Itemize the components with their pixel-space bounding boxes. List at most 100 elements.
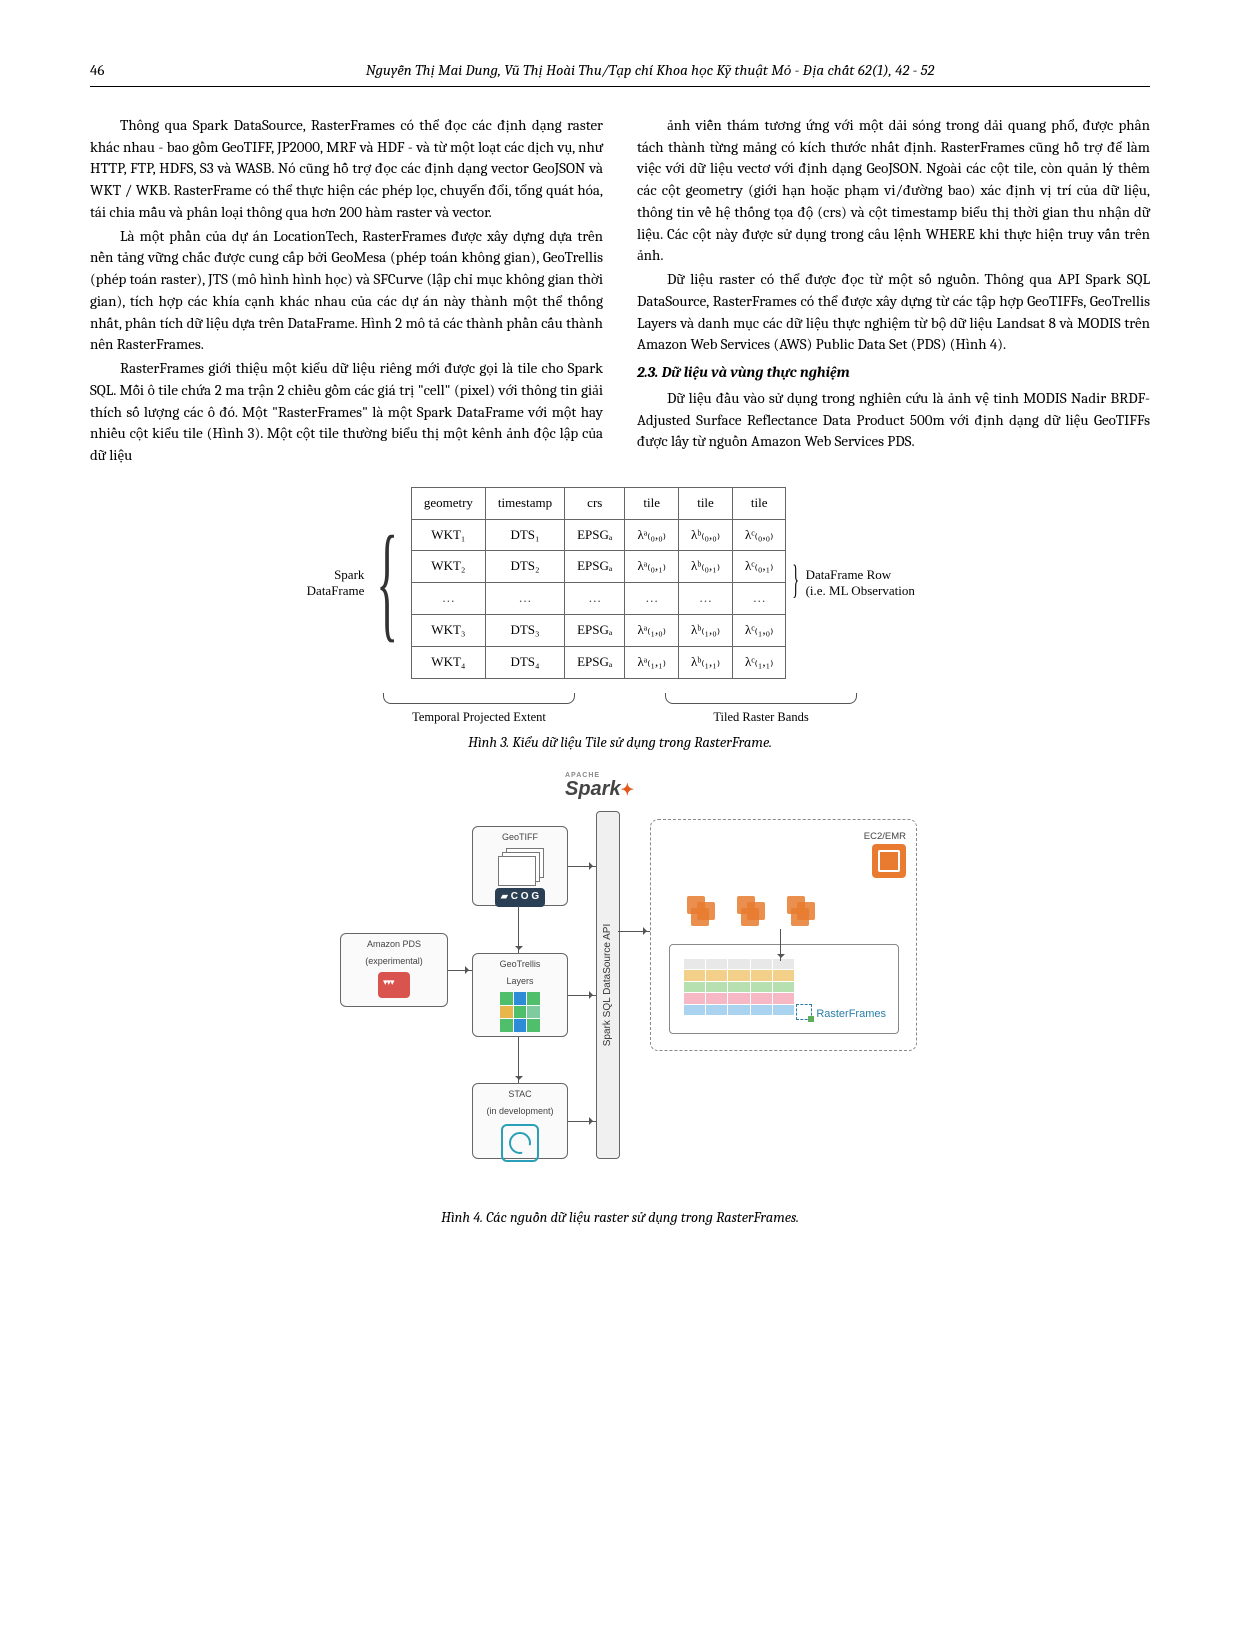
col-header: timestamp [485,487,564,519]
col-header: tile [625,487,679,519]
figure-3: Spark DataFrame { geometry timestamp crs… [90,487,1150,753]
cell: λᶜ₍₁,₁₎ [733,646,786,678]
cell: WKT₄ [411,646,485,678]
label-text: DataFrame Row [806,567,892,582]
table-row: WKT₂ DTS₂ EPSGₐ λᵃ₍₀,₁₎ λᵇ₍₀,₁₎ λᶜ₍₀,₁₎ [411,551,786,583]
label-text: Amazon PDS [345,938,443,951]
col-header: tile [733,487,786,519]
figure-3-caption: Hình 3. Kiểu dữ liệu Tile sử dụng trong … [90,732,1150,753]
label-text: EC2/EMR [864,830,906,844]
paragraph: Thông qua Spark DataSource, RasterFrames… [90,115,603,224]
body-columns: Thông qua Spark DataSource, RasterFrames… [90,115,1150,469]
cell: … [565,583,625,615]
cell: λᵇ₍₀,₁₎ [679,551,733,583]
cell: λᵇ₍₁,₀₎ [679,615,733,647]
cell: λᶜ₍₀,₀₎ [733,519,786,551]
table-row: … … … … … … [411,583,786,615]
bucket-icon [378,972,410,998]
cell: λᵃ₍₀,₀₎ [625,519,679,551]
arrow-icon [618,931,650,932]
cell: λᶜ₍₀,₁₎ [733,551,786,583]
cell: EPSGₐ [565,551,625,583]
fig3-right-label: DataFrame Row (i.e. ML Observation [806,567,956,598]
right-column: ảnh viễn thám tương ứng với một dải sóng… [637,115,1150,469]
cell: EPSGₐ [565,646,625,678]
arrow-icon [518,1037,519,1083]
paragraph: Dữ liệu đầu vào sử dụng trong nghiên cứu… [637,388,1150,453]
tiles-icon [687,896,717,926]
label-text: Tiled Raster Bands [713,708,808,726]
table-row: WKT₃ DTS₃ EPSGₐ λᵃ₍₁,₀₎ λᵇ₍₁,₀₎ λᶜ₍₁,₀₎ [411,615,786,647]
cell: … [411,583,485,615]
paragraph: RasterFrames giới thiệu một kiểu dữ liệu… [90,358,603,467]
cell: EPSGₐ [565,615,625,647]
geotiff-box: GeoTIFF C O G [472,826,568,906]
arrow-icon [568,1121,596,1122]
cell: WKT₂ [411,551,485,583]
ec2-icon [872,844,906,878]
paragraph: Dữ liệu raster có thể được đọc từ một số… [637,269,1150,356]
stac-icon [501,1124,539,1162]
under-brace: Tiled Raster Bands [665,693,857,726]
fig3-table: geometry timestamp crs tile tile tile WK… [411,487,787,679]
star-icon: ✦ [621,782,634,799]
cell: λᵃ₍₀,₁₎ [625,551,679,583]
label-text: GeoTrellis [477,958,563,971]
table-header-row: geometry timestamp crs tile tile tile [411,487,786,519]
table-row: WKT₁ DTS₁ EPSGₐ λᵃ₍₀,₀₎ λᵇ₍₀,₀₎ λᶜ₍₀,₀₎ [411,519,786,551]
label-text: (in development) [477,1105,563,1118]
label-text: Spark SQL DataSource API [601,924,616,1046]
label-text: STAC [477,1088,563,1101]
section-heading: 2.3. Dữ liệu và vùng thực nghiệm [637,362,1150,384]
label-text: DataFrame [307,583,365,598]
col-header: tile [679,487,733,519]
cell: … [679,583,733,615]
label-text: GeoTIFF [477,831,563,844]
label-text: Spark [334,567,364,582]
cell: DTS₄ [485,646,564,678]
cell: DTS₁ [485,519,564,551]
label-text: RasterFrames [816,1008,886,1020]
figure-4-caption: Hình 4. Các nguồn dữ liệu raster sử dụng… [90,1207,1150,1228]
label-text: (experimental) [345,955,443,968]
amazon-pds-box: Amazon PDS (experimental) [340,933,448,1007]
label-text: Temporal Projected Extent [412,708,546,726]
col-header: geometry [411,487,485,519]
grid-icon [500,992,540,1032]
arrow-icon [448,970,472,971]
fig3-under-braces: Temporal Projected Extent Tiled Raster B… [90,693,1150,726]
api-bar: Spark SQL DataSource API [596,811,620,1159]
spark-logo: APACHE Spark✦ [565,771,634,804]
left-column: Thông qua Spark DataSource, RasterFrames… [90,115,603,469]
brace-icon: { [793,565,800,601]
geotrellis-box: GeoTrellis Layers [472,953,568,1037]
col-header: crs [565,487,625,519]
paragraph: ảnh viễn thám tương ứng với một dải sóng… [637,115,1150,267]
arrow-icon [568,995,596,996]
running-head-text: Nguyễn Thị Mai Dung, Vũ Thị Hoài Thu/Tạp… [150,60,1150,82]
under-brace: Temporal Projected Extent [383,693,575,726]
cell: DTS₂ [485,551,564,583]
label-text: (i.e. ML Observation [806,583,915,598]
cell: WKT₁ [411,519,485,551]
page-number: 46 [90,60,150,82]
label-text: Layers [477,975,563,988]
stac-box: STAC (in development) [472,1083,568,1159]
tiles-icon [737,896,767,926]
rasterframes-logo: RasterFrames [796,1004,886,1023]
label-text: Spark [565,778,621,800]
figure-4: APACHE Spark✦ GeoTIFF C O G Amazon PDS (… [90,771,1150,1228]
cog-badge: C O G [495,888,545,907]
arrow-icon [780,929,781,961]
cell: EPSGₐ [565,519,625,551]
tiles-icon [787,896,817,926]
cell: λᶜ₍₁,₀₎ [733,615,786,647]
cell: DTS₃ [485,615,564,647]
cell: WKT₃ [411,615,485,647]
sheets-icon [498,848,542,884]
cell: λᵃ₍₁,₁₎ [625,646,679,678]
cloud-box: EC2/EMR RasterFrames [650,819,917,1051]
cell: … [625,583,679,615]
tile-icons [687,896,817,926]
brace-icon: { [377,524,399,641]
